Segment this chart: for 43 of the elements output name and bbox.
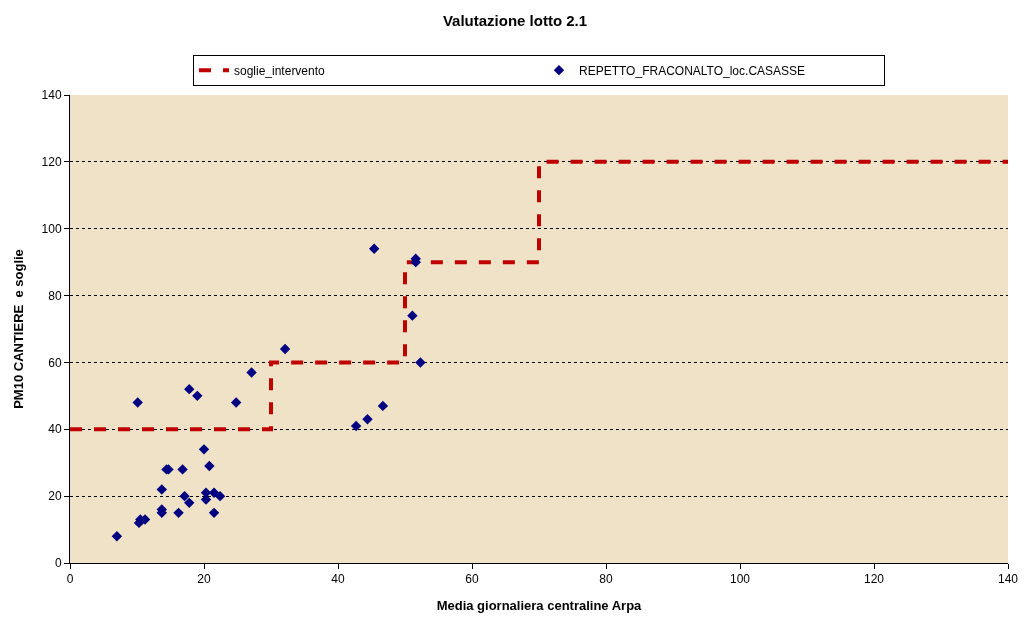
point [350,420,362,432]
point [407,310,418,321]
point [246,367,257,378]
point [198,444,210,455]
y-tick-label: 40 [48,422,62,437]
point [177,464,188,475]
point [214,490,226,502]
point [132,397,143,408]
point [192,390,203,402]
point [184,497,195,509]
y-axis-title: PM10 CANTIERE e soglie [10,249,26,409]
point [179,490,190,502]
x-tick-label: 80 [599,572,613,587]
x-axis-title: Media giornaliera centraline Arpa [436,598,643,613]
y-tick-label: 60 [48,355,62,370]
x-tick-label: 40 [331,572,345,587]
x-tick-label: 100 [729,572,751,587]
point [204,460,215,472]
x-tick-label: 120 [863,572,885,587]
x-tick-label: 20 [197,572,211,587]
chart-title: Valutazione lotto 2.1 [442,12,588,30]
point [156,484,167,495]
x-tick-label: 60 [465,572,479,587]
y-tick-label: 140 [41,88,62,103]
point [377,400,389,412]
x-tick-label: 0 [66,572,74,587]
legend-label: soglie_intervento [234,63,326,78]
point [279,343,291,355]
point [184,383,195,395]
point [173,507,184,519]
point [368,243,380,254]
x-tick-label: 140 [997,572,1019,587]
y-tick-label: 100 [41,221,62,236]
y-tick-label: 80 [48,288,62,303]
point [208,507,220,519]
y-tick-label: 120 [41,155,62,170]
point [230,397,242,408]
point [362,414,373,425]
point [415,357,426,368]
point [111,531,123,542]
y-tick-label: 20 [48,489,62,504]
legend-label: REPETTO_FRACONALTO_loc.CASASSE [579,63,806,78]
y-tick-label: 0 [54,556,62,571]
